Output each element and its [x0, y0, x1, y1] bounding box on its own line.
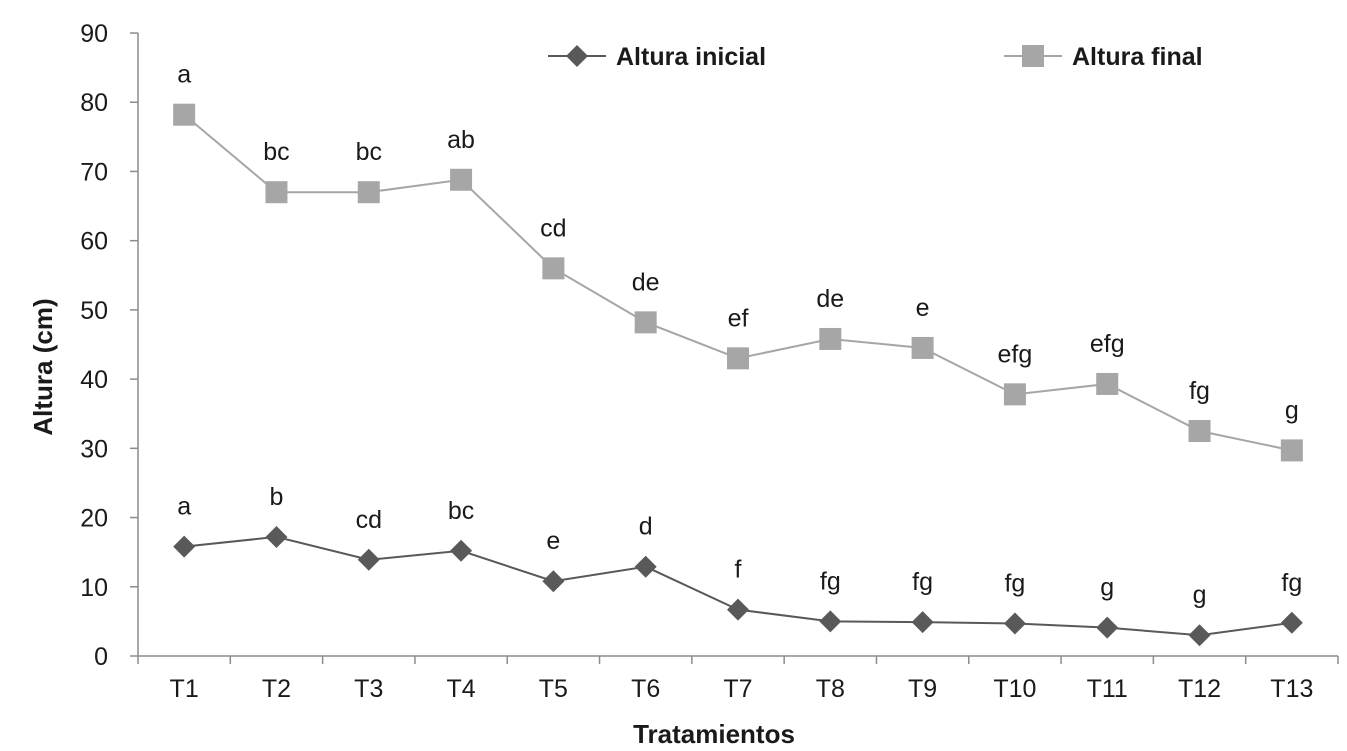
data-label: a — [177, 493, 191, 521]
x-tick-label: T5 — [539, 675, 568, 703]
legend-marker — [566, 45, 588, 67]
axes: 0 10 20 30 40 50 60 70 80 90 T1 T2 T3 T4 T5 T6 T7 T8 T9 T10… — [80, 20, 1339, 703]
data-point-marker — [727, 598, 749, 621]
x-tick-label: T4 — [446, 675, 475, 703]
data-label: fg — [1189, 377, 1210, 405]
data-label: bc — [356, 138, 382, 166]
data-label: fg — [912, 568, 933, 596]
data-label: bc — [448, 497, 474, 525]
data-point-marker — [634, 311, 657, 334]
data-point-marker — [173, 103, 196, 126]
y-tick-label: 0 — [94, 643, 108, 671]
data-point-marker — [1096, 372, 1119, 395]
data-point-marker — [542, 257, 565, 280]
x-tick-label: T12 — [1178, 675, 1221, 703]
x-axis-title: Tratamientos — [633, 719, 795, 749]
data-point-marker — [819, 610, 842, 633]
data-point-marker — [634, 555, 657, 578]
x-tick-label: T3 — [354, 675, 383, 703]
data-label: efg — [1090, 330, 1125, 358]
data-point-marker — [450, 539, 473, 562]
data-label: b — [270, 483, 284, 511]
series-0: a b cd bc e d f fg fg fg g g fg — [173, 483, 1303, 647]
data-point-marker — [542, 570, 565, 593]
y-tick-label: 20 — [80, 505, 108, 533]
data-label: a — [177, 61, 191, 89]
data-point-marker — [357, 181, 380, 204]
data-label: cd — [356, 506, 382, 534]
data-point-marker — [265, 181, 288, 204]
x-tick-label: T10 — [993, 675, 1036, 703]
data-label: de — [816, 285, 844, 313]
data-point-marker — [1280, 611, 1303, 634]
data-point-marker — [1003, 383, 1026, 406]
x-tick-label: T6 — [631, 675, 660, 703]
data-point-marker — [1003, 612, 1026, 635]
series-line — [183, 113, 1293, 452]
x-tick-label: T8 — [816, 675, 845, 703]
data-point-marker — [911, 336, 934, 359]
y-tick-label: 30 — [80, 435, 108, 463]
series-1: a bc bc ab cd de ef de e efg efg fg g — [173, 61, 1303, 462]
y-axis-title: Altura (cm) — [28, 298, 58, 435]
data-label: de — [632, 268, 660, 296]
data-label: d — [639, 513, 653, 541]
y-tick-label: 10 — [80, 574, 108, 602]
legend: Altura inicial Altura final — [548, 43, 1203, 71]
data-point-marker — [357, 548, 380, 571]
data-point-marker — [1188, 420, 1211, 443]
data-point-marker — [173, 535, 196, 558]
data-label: ab — [447, 126, 475, 154]
data-label: fg — [820, 567, 841, 595]
y-tick-label: 90 — [80, 20, 108, 48]
x-tick-label: T7 — [723, 675, 752, 703]
data-label: fg — [1004, 569, 1025, 597]
data-label: fg — [1281, 569, 1302, 597]
data-label: f — [735, 556, 742, 584]
legend-label: Altura inicial — [616, 43, 766, 71]
x-tick-label: T11 — [1087, 675, 1128, 703]
data-point-marker — [1188, 624, 1211, 647]
x-tick-label: T13 — [1270, 675, 1313, 703]
data-label: efg — [998, 340, 1033, 368]
y-tick-label: 70 — [80, 158, 108, 186]
data-point-marker — [819, 327, 842, 350]
y-tick-label: 60 — [80, 228, 108, 256]
data-point-marker — [1096, 616, 1119, 639]
data-point-marker — [1280, 439, 1303, 462]
x-tick-label: T2 — [262, 675, 291, 703]
data-label: g — [1193, 581, 1207, 609]
data-label: e — [916, 294, 930, 322]
data-point-marker — [450, 168, 473, 191]
data-label: g — [1100, 574, 1114, 602]
data-label: ef — [728, 304, 749, 332]
legend-label: Altura final — [1072, 43, 1203, 71]
x-tick-label: T9 — [908, 675, 937, 703]
data-point-marker — [727, 347, 749, 370]
data-point-marker — [911, 611, 934, 634]
legend-marker — [1022, 45, 1044, 67]
y-tick-label: 40 — [80, 366, 108, 394]
data-label: e — [546, 527, 560, 555]
y-tick-label: 80 — [80, 89, 108, 117]
data-label: cd — [540, 214, 566, 242]
y-tick-label: 50 — [80, 297, 108, 325]
data-label: bc — [263, 138, 289, 166]
data-label: g — [1285, 396, 1299, 424]
data-point-marker — [265, 525, 288, 548]
x-tick-label: T1 — [170, 675, 199, 703]
